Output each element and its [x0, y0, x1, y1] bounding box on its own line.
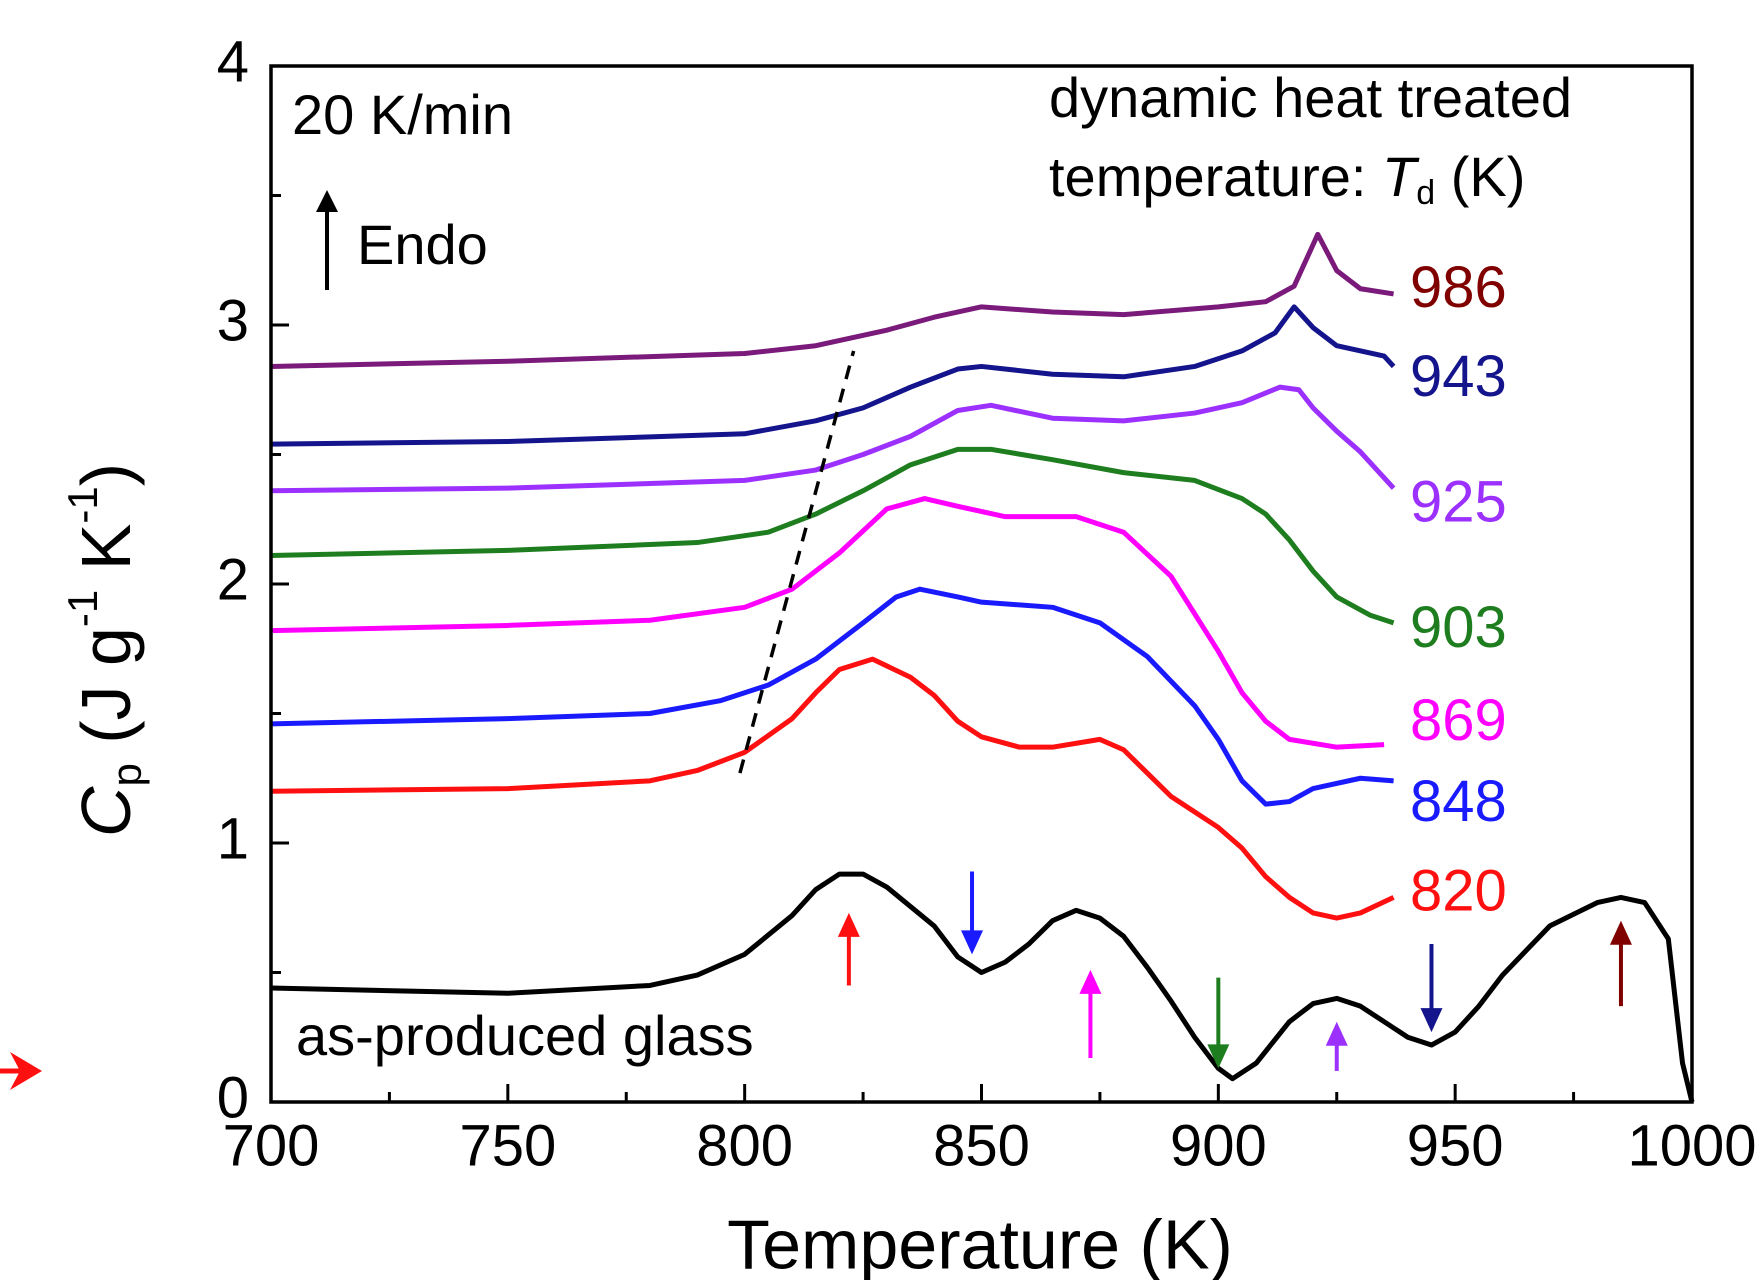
legend-title: temperature: Td (K)	[1049, 145, 1525, 212]
peak-arrow-head	[1609, 920, 1632, 945]
x-tick-label: 700	[223, 1113, 320, 1178]
series-line	[270, 656, 1395, 921]
y-tick-label: 4	[217, 29, 249, 94]
peak-arrow-head	[1420, 1008, 1443, 1033]
series-label: 986	[1410, 255, 1507, 320]
series-label: 943	[1410, 344, 1507, 409]
legend-title: dynamic heat treated	[1049, 66, 1572, 129]
decor-arrow-head	[10, 1052, 42, 1090]
x-tick-label: 950	[1407, 1113, 1504, 1178]
x-tick-label: 850	[933, 1113, 1030, 1178]
series-line	[270, 304, 1396, 447]
y-tick-label: 2	[217, 547, 249, 612]
y-axis-title-part: -1	[59, 590, 106, 627]
peak-arrow-head	[961, 930, 984, 955]
series-label: 925	[1410, 469, 1507, 534]
endo-arrow-head	[316, 190, 338, 212]
series-line	[270, 496, 1385, 750]
series-line	[270, 586, 1394, 807]
y-tick-label: 3	[217, 288, 249, 353]
legend-title-part: T	[1382, 145, 1420, 208]
legend-title-part: temperature:	[1049, 145, 1382, 208]
endo-label: Endo	[357, 213, 488, 276]
y-axis-title-part: C	[67, 786, 145, 837]
y-axis-title: Cp (J g-1 K-1)	[59, 463, 150, 837]
y-axis-title-part: )	[67, 463, 145, 486]
series-label: 869	[1410, 688, 1507, 753]
series-label: 820	[1410, 859, 1507, 924]
series-line	[270, 231, 1394, 369]
x-axis-title: Temperature (K)	[727, 1205, 1233, 1280]
series-line	[270, 871, 1695, 1103]
tg-dashed-line	[738, 350, 856, 774]
legend-title-part: (K)	[1435, 145, 1525, 208]
series-label: as-produced glass	[296, 1004, 754, 1067]
y-axis-title-part: p	[103, 763, 150, 786]
y-tick-label: 1	[217, 806, 249, 871]
series-label: 848	[1410, 769, 1507, 834]
peak-arrow-head	[1325, 1021, 1348, 1046]
peak-arrow-head	[837, 912, 860, 937]
y-tick-label: 0	[217, 1065, 249, 1130]
peak-arrow-head	[1207, 1044, 1230, 1069]
x-tick-label: 800	[696, 1113, 793, 1178]
x-tick-label: 1000	[1627, 1113, 1756, 1178]
rate-label: 20 K/min	[292, 83, 513, 146]
peak-arrow-head	[1079, 969, 1102, 994]
series-label: 903	[1410, 595, 1507, 660]
x-tick-label: 900	[1170, 1113, 1267, 1178]
series-line	[270, 446, 1395, 626]
y-axis-title-part: (J g	[67, 627, 145, 763]
y-axis-title-part: -1	[59, 486, 106, 523]
legend-title-part: d	[1416, 174, 1435, 212]
series-line	[270, 384, 1396, 494]
x-tick-label: 750	[459, 1113, 556, 1178]
plot-frame	[269, 64, 1694, 1104]
y-axis-title-part: K	[67, 524, 145, 590]
